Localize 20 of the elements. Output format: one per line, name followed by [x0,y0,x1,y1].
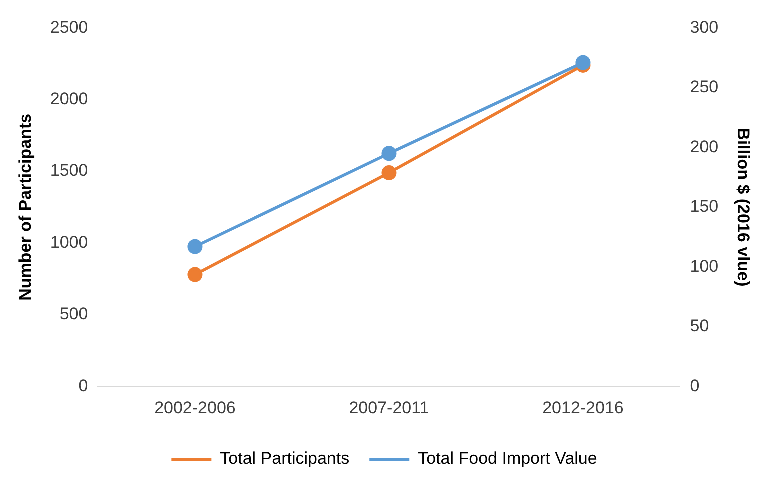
y-tick-label: 1000 [50,232,88,252]
x-tick-label: 2012-2016 [542,398,624,418]
y-tick-label: 2000 [50,90,88,109]
legend-label: Total Participants [220,449,350,468]
y2-tick-label: 150 [690,197,719,216]
x-tick-label: 2002-2006 [154,398,236,418]
y-tick-label: 0 [78,376,88,396]
y2-tick-label: 50 [690,316,710,336]
y-tick-label: 2500 [50,18,88,37]
y2-tick-label: 200 [690,137,719,156]
y2-tick-label: 0 [690,376,700,396]
x-tick-label: 2007-2011 [349,398,430,418]
y-axis-title: Number of Participants [16,114,35,301]
y2-axis-title: Billion $ (2016 vlue) [734,128,754,287]
y2-tick-label: 250 [690,78,719,97]
legend-label: Total Food Import Value [418,449,598,468]
y2-tick-label: 300 [690,18,719,37]
y-tick-label: 1500 [50,161,88,180]
y2-tick-label: 100 [690,256,719,276]
y-tick-label: 500 [60,304,88,324]
